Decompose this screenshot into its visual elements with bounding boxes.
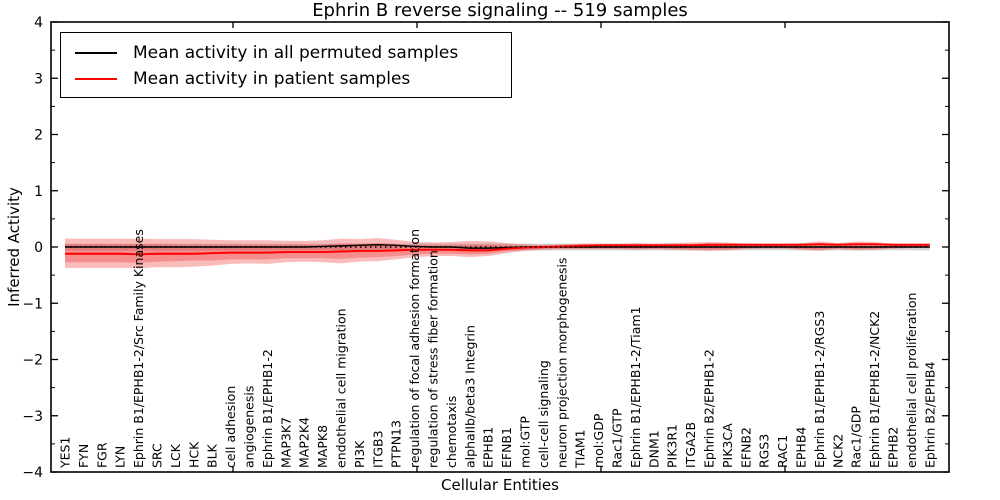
- legend-entry-label: Mean activity in patient samples: [133, 69, 411, 89]
- entity-label: DNM1: [646, 430, 661, 468]
- entity-label: SRC: [150, 443, 165, 468]
- entity-label: RAC1: [775, 435, 790, 468]
- entity-label: cell adhesion: [223, 386, 238, 468]
- entity-label: PI3K: [352, 440, 367, 468]
- legend-entry-label: Mean activity in all permuted samples: [133, 43, 459, 63]
- entity-label: NCK2: [830, 434, 845, 468]
- entity-label: EFNB1: [499, 427, 514, 468]
- entity-label: MAP3K7: [278, 417, 293, 468]
- y-tick-label: −3: [22, 409, 43, 425]
- legend-entry-patient: Mean activity in patient samples: [61, 66, 511, 92]
- entity-label: ITGB3: [370, 430, 385, 468]
- entity-label: alphaIIb/beta3 Integrin: [462, 325, 477, 468]
- entity-label: neuron projection morphogenesis: [554, 257, 569, 468]
- y-tick-label: 4: [34, 15, 43, 31]
- entity-label: Rac1/GTP: [610, 408, 625, 468]
- entity-label: Ephrin B1/EPHB1-2/NCK2: [867, 311, 882, 468]
- entity-label: Ephrin B1/EPHB1-2/RGS3: [812, 311, 827, 468]
- patient-mean-line: [65, 243, 930, 256]
- y-tick-label: 1: [34, 184, 43, 200]
- y-tick-label: 3: [34, 71, 43, 87]
- entity-label: FGR: [94, 442, 109, 468]
- entity-label: HCK: [186, 441, 201, 468]
- y-tick-label: 0: [34, 240, 43, 256]
- chart-title: Ephrin B reverse signaling -- 519 sample…: [312, 0, 688, 21]
- entity-label: LYN: [113, 446, 128, 468]
- entity-label: Ephrin B1/EPHB1-2/Src Family Kinases: [131, 229, 146, 468]
- y-tick-label: −2: [22, 353, 43, 369]
- entity-label: endothelial cell migration: [334, 308, 349, 468]
- entity-label: PIK3R1: [665, 424, 680, 468]
- entity-label: mol:GTP: [518, 416, 533, 468]
- entity-label: ITGA2B: [683, 422, 698, 468]
- entity-label: EFNB2: [738, 427, 753, 468]
- entity-label: Ephrin B1/EPHB1-2: [260, 349, 275, 468]
- entity-label: angiogenesis: [242, 386, 257, 468]
- entity-label: PTPN13: [389, 420, 404, 468]
- entity-label: mol:GDP: [591, 413, 606, 468]
- entity-label: Ephrin B2/EPHB4: [922, 362, 937, 468]
- entity-label: Ephrin B2/EPHB1-2: [702, 349, 717, 468]
- legend: Mean activity in all permuted samples Me…: [60, 32, 512, 98]
- entity-label: LCK: [168, 443, 183, 468]
- entity-label: YES1: [58, 437, 73, 469]
- entity-label: regulation of focal adhesion formation: [407, 229, 422, 468]
- entity-label: MAPK8: [315, 425, 330, 468]
- entity-label: BLK: [205, 443, 220, 468]
- entity-label: RGS3: [757, 434, 772, 468]
- entity-label: Rac1/GDP: [849, 406, 864, 468]
- entity-label: Ephrin B1/EPHB1-2/Tiam1: [628, 306, 643, 468]
- y-tick-label: −4: [22, 465, 43, 481]
- entity-label: EPHB2: [886, 427, 901, 468]
- entity-label: endothelial cell proliferation: [904, 293, 919, 468]
- entity-label: cell-cell signaling: [536, 360, 551, 468]
- entity-label: chemotaxis: [444, 396, 459, 468]
- entity-label: EPHB1: [481, 427, 496, 468]
- legend-line-sample-black: [75, 52, 117, 54]
- y-tick-label: 2: [34, 128, 43, 144]
- x-axis-label: Cellular Entities: [441, 476, 559, 494]
- entity-label: MAP2K4: [297, 417, 312, 468]
- entity-label: FYN: [76, 444, 91, 468]
- entity-label: regulation of stress fiber formation: [426, 250, 441, 468]
- entity-label: PIK3CA: [720, 423, 735, 468]
- legend-line-sample-red: [75, 78, 117, 80]
- legend-entry-permuted: Mean activity in all permuted samples: [61, 40, 511, 66]
- patient-activity-band-inner: [65, 243, 930, 263]
- y-axis-label: Inferred Activity: [5, 187, 23, 307]
- y-tick-label: −1: [22, 296, 43, 312]
- entity-label: TIAM1: [573, 429, 588, 469]
- entity-label: EPHB4: [794, 427, 809, 468]
